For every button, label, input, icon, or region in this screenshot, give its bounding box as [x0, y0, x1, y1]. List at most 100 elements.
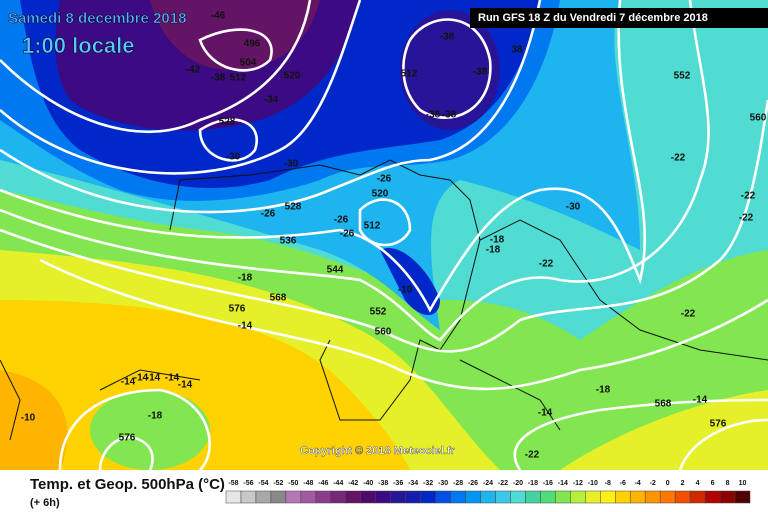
contour-label: -42	[186, 65, 201, 76]
legend-swatch	[644, 490, 661, 504]
legend-swatch	[689, 490, 706, 504]
legend-swatch	[420, 490, 436, 504]
legend-label: -22	[498, 480, 508, 487]
contour-label: -26	[377, 174, 392, 185]
contour	[198, 28, 273, 72]
legend-label: 10	[739, 480, 747, 487]
contour-label: -18	[490, 235, 505, 246]
contour-label: 568	[270, 293, 287, 304]
contour-label: -22	[681, 309, 696, 320]
legend-swatch	[330, 490, 347, 504]
legend-label: 4	[696, 480, 700, 487]
contour-label: -38	[440, 32, 455, 43]
contour-label: 560	[375, 327, 392, 338]
legend-swatch	[390, 490, 406, 504]
contour-label: -26	[340, 229, 355, 240]
contour	[58, 388, 211, 471]
contour-label: 544	[327, 265, 344, 276]
contour-label: -18	[486, 245, 501, 256]
contour-label: 528	[219, 117, 236, 128]
legend-swatch	[495, 490, 511, 504]
legend-swatch	[525, 490, 541, 504]
legend-swatch	[270, 490, 287, 504]
map-labels: -46 496 504 -42 -38 512 520 -34 528 -30 -30 -38 38 51…	[21, 11, 767, 461]
contour-label: 38	[511, 45, 523, 56]
contour-label: -38	[426, 110, 441, 121]
color-scale: -58 -56 -54 -52 -50 -48 -46 -44 -42 -40 -38 -36 -34-…	[225, 480, 751, 504]
legend-label: -16	[543, 480, 553, 487]
legend-swatch	[285, 490, 302, 504]
contour	[678, 418, 768, 471]
legend-swatch	[659, 490, 676, 504]
contour	[0, 0, 362, 175]
contour-label: -10	[21, 413, 36, 424]
contour-label: 576	[119, 433, 136, 444]
contour-label: -18	[148, 411, 163, 422]
local-time: 1:00 locale	[22, 33, 135, 58]
legend-label: -4	[635, 480, 641, 487]
legend-swatch	[450, 490, 466, 504]
contour-label: 504	[240, 58, 257, 69]
contour	[39, 258, 768, 391]
legend-swatch	[465, 490, 481, 504]
date: Samedi 8 decembre 2018	[8, 10, 186, 27]
contour-label: -14	[538, 408, 553, 419]
field	[90, 390, 210, 470]
contour-label: -14	[121, 377, 136, 388]
legend-swatch	[345, 490, 361, 504]
legend-swatch	[540, 490, 556, 504]
legend-label: 8	[726, 480, 730, 487]
contour-label: 576	[710, 419, 727, 430]
contour-label: -22	[525, 450, 540, 461]
contour-label: -10	[398, 285, 413, 296]
coastline	[0, 159, 768, 441]
contour-label: 552	[370, 307, 387, 318]
legend-swatch	[255, 490, 272, 504]
contour-label: -18	[238, 273, 253, 284]
contour-label: -38	[211, 73, 226, 84]
contour-label: -46	[211, 11, 226, 22]
legend-swatch	[734, 490, 751, 504]
contour-label: 536	[280, 236, 297, 247]
legend-label: -24	[483, 480, 493, 487]
contour-label: -14	[178, 380, 193, 391]
legend-label: -46	[318, 480, 328, 487]
legend-label: -28	[453, 480, 463, 487]
contour	[0, 0, 542, 214]
legend-swatch	[600, 490, 616, 504]
legend-label: -36	[393, 480, 403, 487]
contour-label: -14	[165, 373, 180, 384]
legend-swatch	[405, 490, 421, 504]
legend-label: -58	[228, 480, 238, 487]
legend-swatch	[300, 490, 317, 504]
footer-step: (+ 6h)	[30, 497, 60, 509]
contour	[98, 436, 154, 471]
contour-label: 568	[655, 399, 672, 410]
legend-label: -54	[258, 480, 268, 487]
contour-label: -38	[442, 110, 457, 121]
contour-label: 520	[284, 71, 301, 82]
contour-label: 560	[750, 113, 767, 124]
legend-swatch	[719, 490, 736, 504]
contour-label: -14	[134, 373, 149, 384]
legend-label: -56	[243, 480, 253, 487]
field	[150, 0, 320, 70]
legend-label: -20	[513, 480, 523, 487]
legend-label: -52	[273, 480, 283, 487]
legend-label: -18	[528, 480, 538, 487]
legend-swatch	[510, 490, 526, 504]
contour	[0, 0, 647, 313]
contour	[0, 0, 710, 342]
legend-swatch	[555, 490, 571, 504]
contour-label: -30	[284, 159, 299, 170]
legend-label: -34	[408, 480, 418, 487]
legend-label: 6	[711, 480, 715, 487]
legend-swatch	[585, 490, 601, 504]
legend-label: 0	[666, 480, 670, 487]
contour-label: -38	[473, 67, 488, 78]
contour-label: 552	[674, 71, 691, 82]
legend-swatch	[375, 490, 391, 504]
legend-label: 2	[681, 480, 685, 487]
legend-label: -48	[303, 480, 313, 487]
